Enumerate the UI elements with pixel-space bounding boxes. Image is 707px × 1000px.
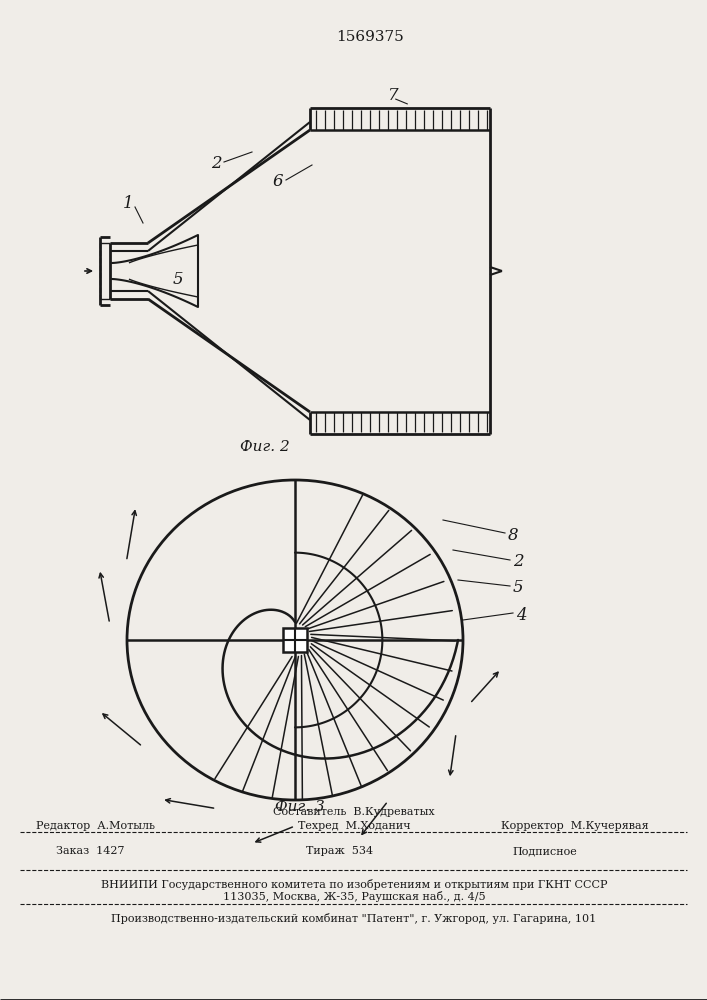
Text: Заказ  1427: Заказ 1427 xyxy=(56,846,124,856)
Text: 1569375: 1569375 xyxy=(336,30,404,44)
Text: 2: 2 xyxy=(513,554,523,570)
Bar xyxy=(283,628,307,652)
Text: 1: 1 xyxy=(123,196,134,213)
Text: 8: 8 xyxy=(508,526,518,544)
Text: Фиг. 2: Фиг. 2 xyxy=(240,440,290,454)
Text: Тираж  534: Тираж 534 xyxy=(306,846,373,856)
Text: 5: 5 xyxy=(513,580,523,596)
Text: 7: 7 xyxy=(387,87,398,104)
Text: Корректор  М.Кучерявая: Корректор М.Кучерявая xyxy=(501,821,649,831)
Text: 5: 5 xyxy=(173,271,183,288)
Text: Производственно-издательский комбинат "Патент", г. Ужгород, ул. Гагарина, 101: Производственно-издательский комбинат "П… xyxy=(112,912,597,924)
Text: 2: 2 xyxy=(211,155,221,172)
Text: Фиг. 3: Фиг. 3 xyxy=(275,800,325,814)
Text: Техред  М.Ходанич: Техред М.Ходанич xyxy=(298,821,410,831)
Text: 6: 6 xyxy=(273,174,284,190)
Text: Редактор  А.Мотыль: Редактор А.Мотыль xyxy=(35,821,155,831)
Text: 4: 4 xyxy=(515,606,526,624)
Text: 113035, Москва, Ж-35, Раушская наб., д. 4/5: 113035, Москва, Ж-35, Раушская наб., д. … xyxy=(223,890,485,902)
Text: Составитель  В.Кудреватых: Составитель В.Кудреватых xyxy=(273,807,435,817)
Text: ВНИИПИ Государственного комитета по изобретениям и открытиям при ГКНТ СССР: ВНИИПИ Государственного комитета по изоб… xyxy=(101,879,607,890)
Text: Подписное: Подписное xyxy=(513,846,578,856)
